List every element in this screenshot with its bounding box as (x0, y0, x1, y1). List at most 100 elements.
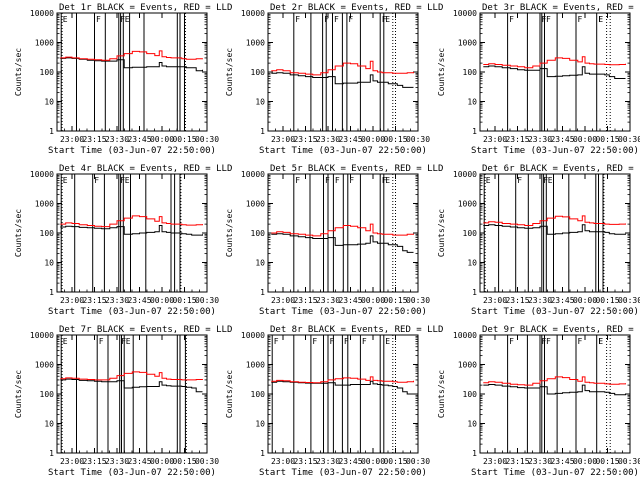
series-line-lld (483, 376, 626, 386)
x-tick-label: 00:30 (195, 457, 219, 466)
x-tick-label: 23:15 (505, 135, 529, 144)
segment-label: F (96, 15, 101, 24)
x-tick-label: 00:30 (618, 457, 640, 466)
y-tick-label: 1 (260, 288, 265, 297)
segment-label: F (546, 337, 551, 346)
segment-label: F (543, 176, 548, 185)
x-tick-label: 00:30 (195, 296, 219, 305)
y-tick-label: 100 (251, 390, 266, 399)
segment-label: F (94, 176, 99, 185)
segment-label: E (385, 15, 390, 24)
x-tick-label: 00:00 (150, 457, 174, 466)
x-tick-label: 23:30 (528, 457, 552, 466)
x-axis-label: Start Time (03-Jun-07 22:50:00) (259, 307, 427, 317)
segment-label: E (125, 176, 130, 185)
x-tick-label: 23:30 (316, 296, 340, 305)
x-axis-label: Start Time (03-Jun-07 22:50:00) (48, 468, 216, 478)
x-tick-label: 00:30 (406, 457, 430, 466)
segment-label: F (348, 15, 353, 24)
plot-frame (479, 12, 631, 132)
y-tick-label: 1 (472, 449, 477, 458)
x-tick-label: 00:15 (172, 457, 196, 466)
x-tick-label: 23:00 (60, 296, 84, 305)
chart-panel-3: Det 3r BLACK = Events, RED = LLD Start Ti… (437, 3, 640, 156)
x-tick-label: 00:30 (195, 135, 219, 144)
x-tick-label: 23:15 (505, 457, 529, 466)
chart-title: Det 3r BLACK = Events, RED = LLD (482, 3, 640, 13)
x-tick-label: 23:15 (293, 296, 317, 305)
segment-label: F (324, 15, 329, 24)
x-tick-label: 23:00 (271, 296, 295, 305)
y-tick-label: 10 (44, 98, 54, 107)
x-tick-label: 23:45 (127, 135, 151, 144)
x-tick-label: 00:30 (618, 296, 640, 305)
segment-label: E (125, 15, 130, 24)
y-tick-label: 100 (40, 229, 55, 238)
x-axis-label: Start Time (03-Jun-07 22:50:00) (471, 146, 639, 156)
y-tick-label: 10 (255, 259, 265, 268)
segment-label: F (509, 15, 514, 24)
series-line-lld (271, 60, 414, 76)
chart-title: Det 9r BLACK = Events, RED = LLD (482, 325, 640, 335)
x-tick-label: 23:00 (271, 135, 295, 144)
chart-panel-2: Det 2r BLACK = Events, RED = LLD Start Ti… (225, 3, 443, 156)
series-line-events (60, 225, 203, 236)
segment-label: E (548, 176, 553, 185)
segment-label: F (295, 15, 300, 24)
x-tick-label: 23:45 (550, 135, 574, 144)
chart-title: Det 7r BLACK = Events, RED = LLD (59, 325, 232, 335)
segment-label: E (598, 15, 603, 24)
y-tick-label: 100 (40, 68, 55, 77)
segment-label: E (63, 176, 68, 185)
y-tick-label: 10 (255, 420, 265, 429)
x-tick-label: 23:00 (60, 457, 84, 466)
x-tick-label: 00:00 (573, 296, 597, 305)
segment-label: F (344, 337, 349, 346)
x-tick-label: 23:15 (82, 296, 106, 305)
series-line-events (483, 384, 626, 396)
segment-label: F (598, 337, 603, 346)
x-tick-label: 23:30 (105, 135, 129, 144)
segment-label: F (330, 337, 335, 346)
y-tick-label: 1 (49, 449, 54, 458)
segment-label: F (517, 176, 522, 185)
x-tick-label: 23:30 (528, 296, 552, 305)
y-tick-label: 1000 (246, 200, 265, 209)
x-tick-label: 23:15 (293, 457, 317, 466)
y-axis-label: Counts/sec (437, 370, 446, 418)
x-tick-label: 23:45 (550, 296, 574, 305)
segment-label: F (542, 15, 547, 24)
segment-label: F (546, 15, 551, 24)
segment-label: F (295, 176, 300, 185)
chart-title: Det 1r BLACK = Events, RED = LLD (59, 3, 232, 13)
chart-title: Det 4r BLACK = Events, RED = LLD (59, 164, 232, 174)
chart-panel-8: Det 8r BLACK = Events, RED = LLD Start Ti… (225, 325, 443, 478)
segment-label: F (598, 15, 603, 24)
y-tick-label: 1 (260, 127, 265, 136)
plot-frame (56, 173, 208, 293)
series-line-lld (60, 371, 203, 381)
x-tick-label: 00:00 (573, 135, 597, 144)
series-line-lld (60, 50, 203, 61)
x-tick-label: 23:00 (483, 296, 507, 305)
y-tick-label: 100 (251, 229, 266, 238)
chart-title: Det 8r BLACK = Events, RED = LLD (270, 325, 443, 335)
y-axis-label: Counts/sec (14, 370, 23, 418)
y-tick-label: 1 (49, 127, 54, 136)
x-tick-label: 00:30 (618, 135, 640, 144)
y-axis-label: Counts/sec (14, 48, 23, 96)
series-line-lld (271, 376, 414, 384)
series-line-lld (483, 215, 626, 226)
y-axis-label: Counts/sec (225, 48, 234, 96)
x-tick-label: 23:45 (338, 296, 362, 305)
segment-label: F (382, 176, 387, 185)
plot-frame (56, 12, 208, 132)
y-tick-label: 1000 (246, 361, 265, 370)
y-tick-label: 100 (251, 68, 266, 77)
x-tick-label: 00:15 (595, 296, 619, 305)
chart-title: Det 2r BLACK = Events, RED = LLD (270, 3, 443, 13)
x-axis-label: Start Time (03-Jun-07 22:50:00) (259, 468, 427, 478)
y-tick-label: 10 (44, 259, 54, 268)
segment-label: F (542, 337, 547, 346)
